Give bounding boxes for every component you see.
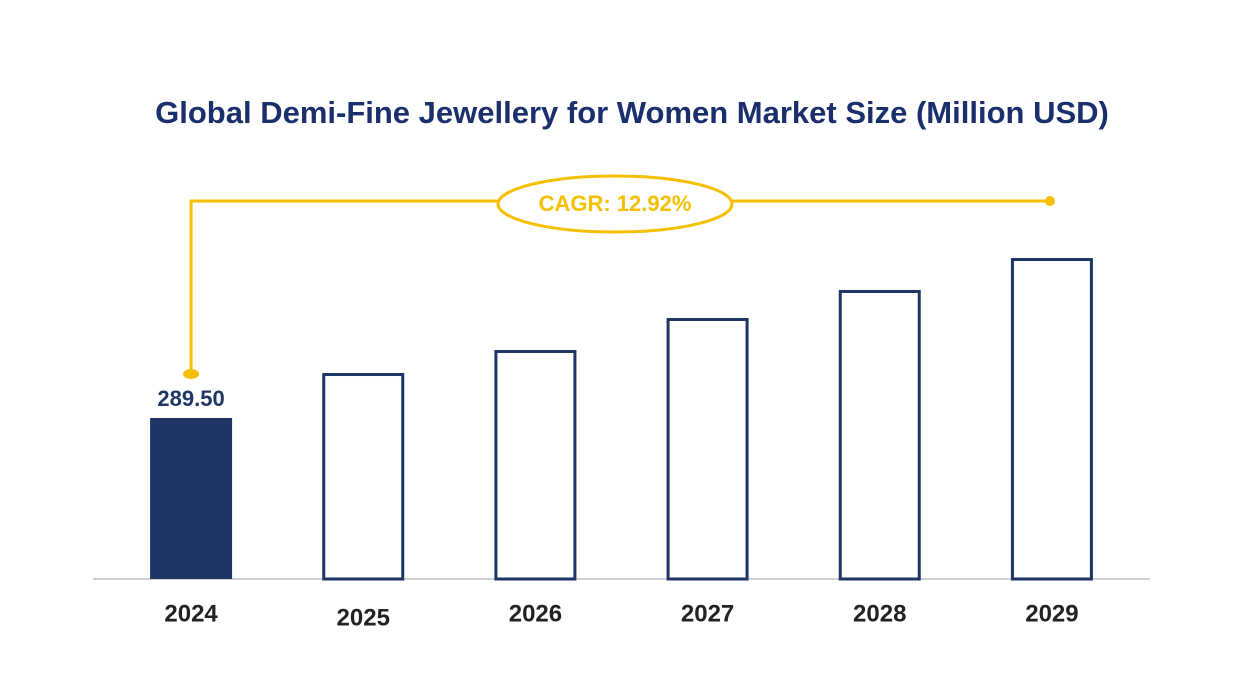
bar — [150, 417, 233, 579]
x-tick-label: 2028 — [853, 600, 906, 627]
x-tick-label: 2026 — [509, 600, 562, 627]
cagr-dot — [1044, 196, 1055, 206]
bar — [494, 349, 577, 581]
chart-title: Global Demi-Fine Jewellery for Women Mar… — [155, 95, 1109, 130]
bar — [666, 318, 749, 581]
cagr-line — [189, 199, 1050, 374]
bar — [838, 289, 921, 581]
x-tick-label: 2029 — [1025, 600, 1078, 627]
data-label: 289.50 — [157, 386, 224, 411]
cagr-dot — [183, 368, 200, 379]
bar — [1010, 258, 1093, 581]
x-tick-label: 2025 — [337, 604, 390, 631]
cagr-oval — [496, 174, 734, 234]
x-tick-label: 2024 — [164, 600, 218, 627]
cagr-label: CAGR: 12.92% — [539, 191, 692, 216]
x-tick-label: 2027 — [681, 600, 734, 627]
bar — [322, 373, 405, 581]
